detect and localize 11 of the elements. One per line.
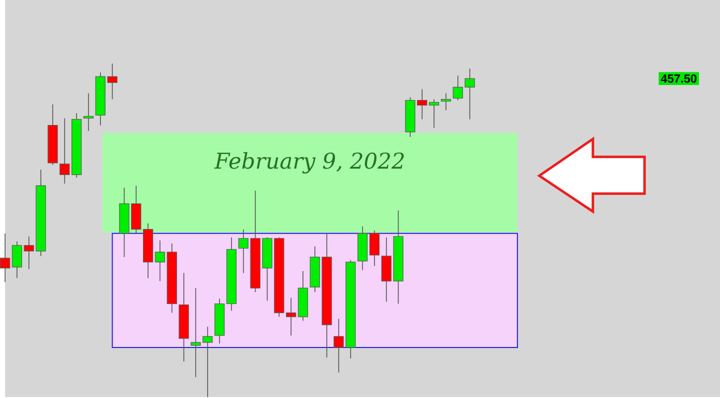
candlestick xyxy=(12,241,22,279)
candlestick xyxy=(83,93,94,132)
candlestick xyxy=(428,99,440,129)
text: 457.50 xyxy=(660,74,696,83)
candlestick xyxy=(369,230,380,267)
candlestick xyxy=(60,118,70,184)
candlestick xyxy=(440,93,452,111)
candlestick xyxy=(286,298,296,336)
candlestick xyxy=(154,240,166,282)
band-label: February 9, 2022 xyxy=(214,152,404,174)
candlestick xyxy=(0,233,10,283)
